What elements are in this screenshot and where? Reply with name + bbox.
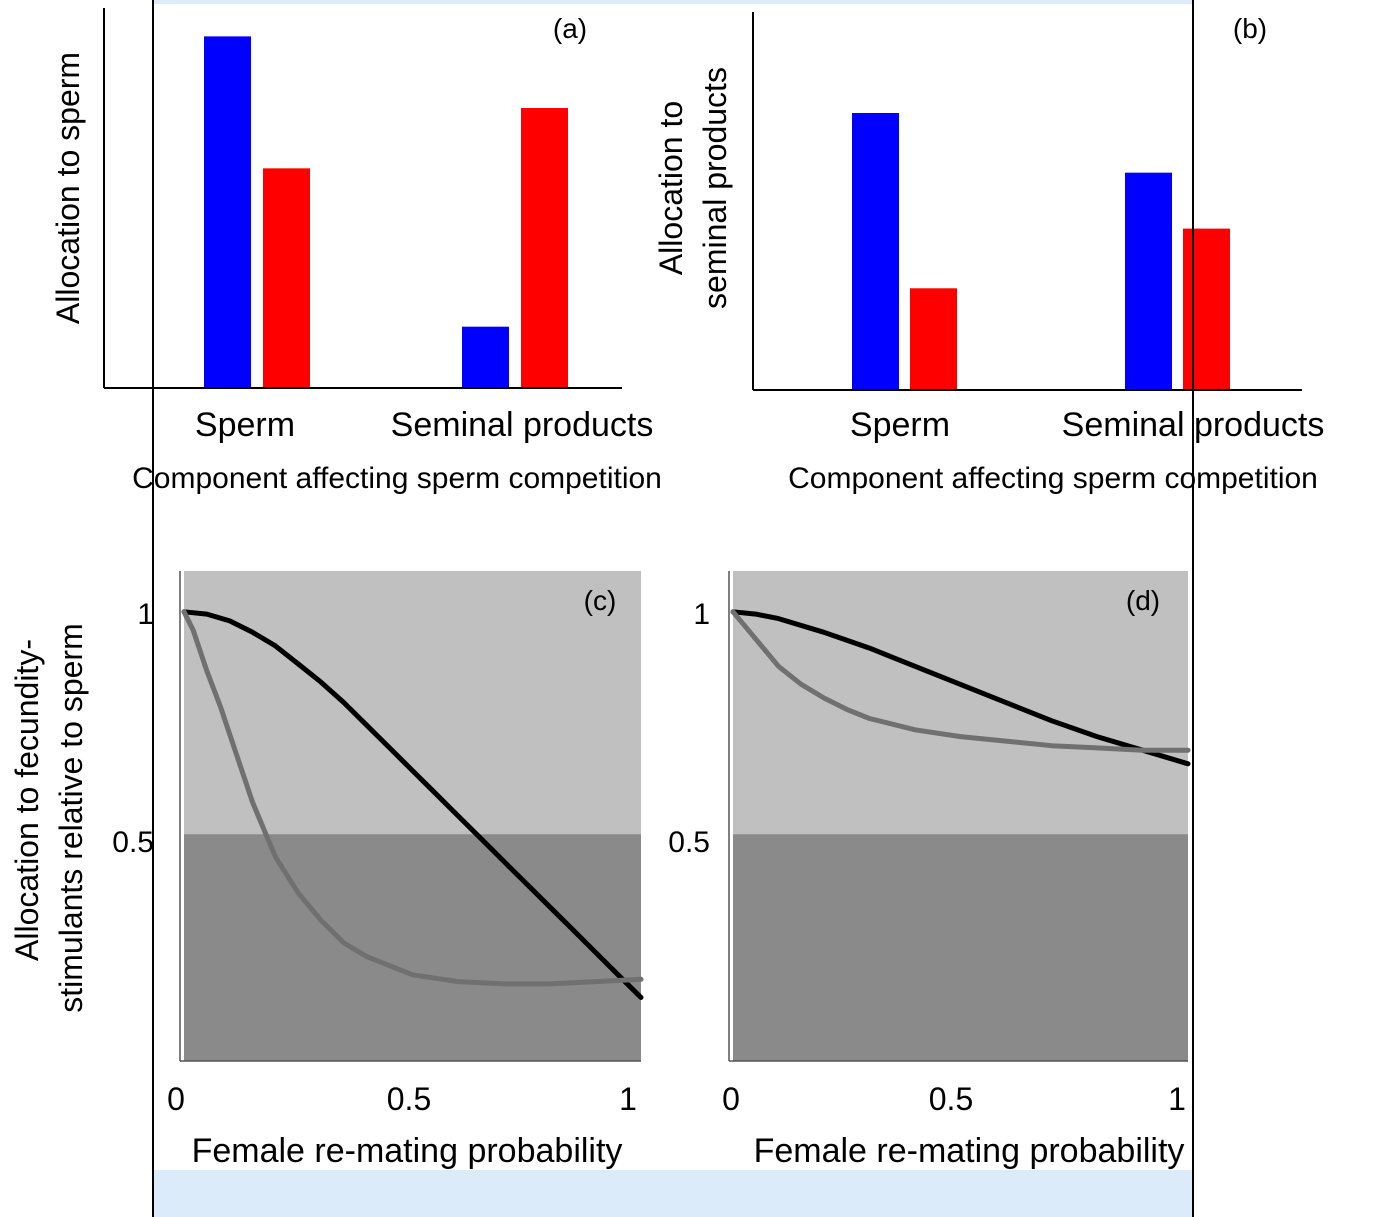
panel-b-letter: (b): [1233, 13, 1267, 44]
panel-b-y-label-line1: Allocation to: [653, 101, 689, 275]
panel-c-x-label: Female re-mating probability: [192, 1132, 623, 1170]
panel-a-letter: (a): [553, 13, 587, 44]
panel-d-x-tick: 0: [722, 1081, 740, 1117]
panel-c-x-tick: 1: [619, 1081, 637, 1117]
bar-sperm-series-2: [263, 168, 310, 387]
panel-b-y-label-line2: seminal products: [697, 67, 733, 309]
panel-c: (c) 1 0.5 0 0.5 1 Female re-mating proba…: [112, 571, 644, 1170]
panel-a-category-label: Seminal products: [391, 406, 654, 444]
panel-d-x-tick: 0.5: [929, 1081, 973, 1117]
overlay-band-bottom: [153, 1170, 1193, 1217]
panel-c-x-tick: 0.5: [387, 1081, 431, 1117]
panel-d-x-label: Female re-mating probability: [754, 1132, 1185, 1170]
bar-sperm-series-1: [852, 112, 899, 389]
panel-c-plot: [179, 571, 644, 1062]
panel-b-category-label: Sperm: [850, 406, 950, 444]
panel-c-y-tick: 1: [137, 598, 154, 631]
series-line-grey: [181, 609, 644, 987]
panel-a-x-label: Component affecting sperm competition: [132, 462, 662, 495]
panel-a: (a) Allocation to sperm Sperm Seminal pr…: [50, 8, 662, 495]
bar-sperm-series-1: [204, 36, 251, 387]
overlay-band-top: [153, 0, 1193, 4]
series-line-grey: [730, 609, 1191, 753]
panel-b-bars: [852, 112, 1230, 389]
plot-background-lower: [184, 834, 641, 1061]
plot-background-upper: [733, 571, 1188, 835]
panel-cd-y-label-line1: Allocation to fecundity-: [9, 639, 45, 961]
series-line-dark: [181, 609, 644, 1000]
bar-seminal-products-series-2: [1183, 228, 1230, 389]
panel-a-y-label: Allocation to sperm: [50, 52, 86, 324]
panel-c-y-tick: 0.5: [112, 826, 154, 859]
panel-a-category-label: Sperm: [195, 406, 295, 444]
panel-c-letter: (c): [584, 585, 617, 616]
bar-seminal-products-series-1: [1125, 172, 1172, 389]
bar-sperm-series-2: [910, 288, 957, 389]
panel-d-x-tick: 1: [1168, 1081, 1186, 1117]
panel-d-y-tick: 1: [693, 598, 710, 631]
plot-background-upper: [184, 571, 641, 835]
series-line-dark: [730, 609, 1191, 767]
panel-d-plot: [728, 571, 1191, 1062]
panel-b-x-label: Component affecting sperm competition: [788, 462, 1318, 495]
panel-d-y-tick: 0.5: [668, 826, 710, 859]
bar-seminal-products-series-2: [521, 108, 568, 388]
plot-background-lower: [733, 834, 1188, 1061]
panel-d-letter: (d): [1126, 585, 1160, 616]
panel-cd-y-label-line2: stimulants relative to sperm: [53, 623, 89, 1012]
overlay-guide-left: [152, 0, 154, 1217]
panel-d: (d) 1 0.5 0 0.5 1 Female re-mating proba…: [668, 571, 1191, 1170]
overlay-guide-right: [1192, 0, 1194, 1217]
panel-a-bars: [204, 36, 568, 388]
bar-seminal-products-series-1: [462, 326, 509, 387]
panel-c-x-tick: 0: [167, 1081, 185, 1117]
panel-b: (b) Allocation to seminal products Sperm…: [653, 12, 1324, 495]
